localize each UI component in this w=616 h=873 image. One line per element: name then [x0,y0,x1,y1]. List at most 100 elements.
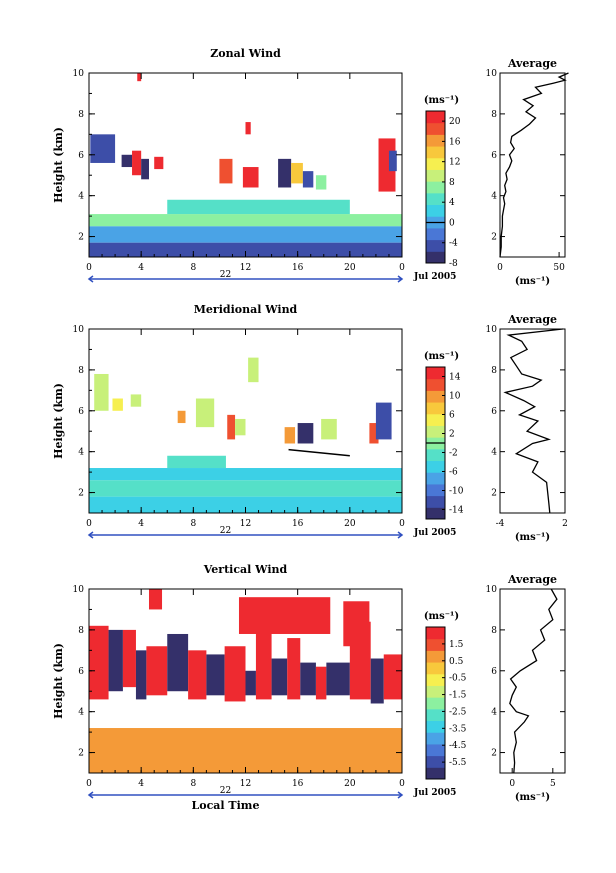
x-tick-label: 12 [240,263,251,273]
colorbar-segment [426,448,445,462]
heatmap-cell [167,633,189,692]
heatmap-cell [188,650,207,700]
colorbar-segment [426,460,445,473]
heatmap-cell [130,394,142,407]
average-x-label: (ms⁻¹) [515,792,550,803]
y-tick-label: 6 [78,407,84,417]
colorbar-segment [426,685,445,698]
average-profile-line [509,588,558,774]
heatmap-cell [245,122,251,135]
colorbar-frame [425,626,446,780]
heatmap-cell [369,423,379,444]
colorbar-tick-label: -2 [449,449,458,459]
heatmap-cell [300,662,316,696]
colorbar-segment [426,239,445,252]
x-tick-label: 4 [138,779,144,789]
heatmap-cell [195,398,215,428]
colorbar-tick-label: -4 [449,239,458,249]
colorbar-segment [426,378,445,391]
average-title: Average [507,313,557,326]
colorbar-segment [426,732,445,745]
heatmap-cell [177,410,186,424]
average-y-tick-label: 6 [491,667,497,677]
average-frame [499,588,566,774]
average-y-tick-label: 8 [491,366,497,376]
x-tick-label: 8 [190,263,196,273]
colorbar-unit-label: (ms⁻¹) [424,611,459,622]
y-tick-label: 8 [78,626,84,636]
x-tick-label: 20 [344,519,356,529]
y-tick-label: 10 [73,585,85,595]
average-y-tick-label: 2 [491,749,497,759]
colorbar-tick-label: -8 [449,259,458,269]
colorbar-segment [426,122,445,135]
heatmap-cell [388,150,397,172]
average-y-tick-label: 2 [491,233,497,243]
colorbar-segment [426,507,445,520]
colorbar-segment [426,483,445,497]
average-y-tick-label: 8 [491,626,497,636]
heatmap-cell [90,134,116,163]
colorbar-segment [426,650,445,663]
heatmap-cell [89,468,402,481]
average-x-tick-label: 50 [553,263,565,273]
y-tick-label: 10 [73,325,85,335]
heatmap-cell [242,167,259,188]
heatmap-cell [248,357,259,383]
colorbar-segment [426,390,445,403]
x-tick-label: 0 [86,263,92,273]
average-y-tick-label: 4 [491,448,497,458]
heatmap-cell [271,658,288,696]
average-y-tick-label: 8 [491,110,497,120]
colorbar-segment [426,720,445,733]
x-tick-label: 4 [138,263,144,273]
date-day-label: 22 [220,786,231,796]
date-label: Jul 2005 [413,272,456,282]
colorbar-tick-label: 2 [449,430,455,440]
date-axis-arrow-right [397,791,404,799]
average-y-tick-label: 10 [486,585,498,595]
panel-title: Zonal Wind [210,47,281,60]
colorbar-segment [426,146,445,159]
x-tick-label: 16 [292,519,304,529]
heatmap-cell [167,455,226,469]
x-tick-label: 12 [240,779,251,789]
heatmap-cell [154,156,164,170]
heatmap-cell [326,662,350,696]
y-tick-label: 2 [78,233,84,243]
heatmap-cell [167,199,350,215]
contour-line [288,448,350,457]
date-day-label: 22 [220,526,231,536]
heatmap-cell [321,418,337,440]
colorbar-segment [426,413,445,426]
panel-title: Meridional Wind [194,303,298,316]
heatmap-cell [315,175,327,190]
colorbar-tick-label: -1.5 [449,691,467,701]
colorbar-segment [426,743,445,757]
y-tick-label: 2 [78,749,84,759]
heatmap-cell [132,150,142,176]
heatmap-cell [112,398,123,411]
y-axis-label: Height (km) [52,643,65,719]
heatmap-cell [255,629,272,700]
y-tick-label: 2 [78,489,84,499]
x-tick-label: 8 [190,779,196,789]
colorbar-tick-label: -0.5 [449,674,467,684]
y-tick-label: 8 [78,366,84,376]
panel-title: Vertical Wind [203,563,288,576]
date-axis-arrow-right [397,531,404,539]
y-axis-label: Height (km) [52,127,65,203]
colorbar-tick-label: 1.5 [449,640,464,650]
heatmap-cell [291,162,303,184]
date-label: Jul 2005 [413,788,456,798]
heatmap-cell [370,658,384,704]
heatmap-cell [108,629,123,692]
colorbar-segment [426,192,445,206]
x-tick-label: 0 [399,519,405,529]
heatmap-cell [89,226,402,243]
y-tick-label: 4 [78,448,84,458]
heatmap-cell [302,171,314,188]
average-y-tick-label: 10 [486,69,498,79]
date-axis-arrow-left [87,531,94,539]
colorbar-segment [426,157,445,170]
